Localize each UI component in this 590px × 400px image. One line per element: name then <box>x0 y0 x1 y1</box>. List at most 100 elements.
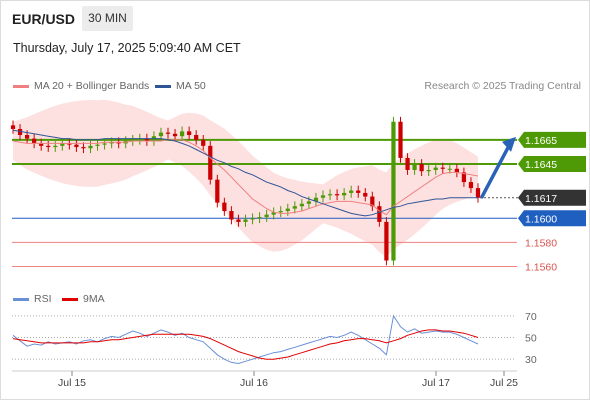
candle-body <box>236 219 241 222</box>
candle-body <box>158 132 164 137</box>
price-tag-text: 1.1617 <box>525 193 557 205</box>
candle-body <box>130 139 135 142</box>
price-tag-text: 1.1600 <box>525 213 557 225</box>
price-tag-1.1560: 1.1560 <box>525 262 557 274</box>
candle-body <box>187 131 192 135</box>
candle-body <box>440 167 445 169</box>
candle-body <box>88 145 93 149</box>
rsi-swatch <box>13 297 29 301</box>
price-tag-1.1600: 1.1600 <box>518 210 586 227</box>
candle-body <box>215 179 220 203</box>
candle-body <box>201 139 206 146</box>
price-tag-text: 1.1560 <box>525 262 557 274</box>
rsi-ma-line <box>12 329 479 360</box>
candle-body <box>405 157 410 170</box>
candle-body <box>179 131 185 137</box>
candle-body <box>271 212 276 215</box>
legend-ma50: MA 50 <box>155 80 206 92</box>
price-tag-text: 1.1645 <box>525 159 557 171</box>
price-tag-1.1580: 1.1580 <box>525 237 557 249</box>
ma50-swatch <box>155 84 171 88</box>
time-tick-label: Jul 15 <box>58 377 86 389</box>
legend-ma50-label: MA 50 <box>176 80 206 92</box>
credit-label: Research © 2025 Trading Central <box>424 80 581 92</box>
legend-rsi-label: RSI <box>34 293 52 305</box>
candle-body <box>165 132 171 134</box>
price-tag-1.1617: 1.1617 <box>518 189 586 206</box>
legend-rsi-ma-label: 9MA <box>83 293 105 305</box>
candle-body <box>24 135 30 139</box>
price-tag-text: 1.1665 <box>525 135 557 147</box>
candle-body <box>349 190 354 193</box>
candle-body <box>95 144 100 146</box>
time-tick-label: Jul 25 <box>490 377 518 389</box>
candle-body <box>363 192 368 197</box>
candle-body <box>306 201 312 204</box>
candle-body <box>32 138 37 144</box>
candle-body <box>81 147 86 149</box>
candle-body <box>257 217 262 219</box>
candle-body <box>334 194 340 196</box>
candle-body <box>419 163 424 172</box>
ma20-line <box>12 139 479 216</box>
candle-body <box>292 206 297 209</box>
price-tag-bg <box>518 155 586 172</box>
candle-body <box>433 167 438 170</box>
candle-body <box>313 197 319 202</box>
candle-body <box>264 214 269 218</box>
candle-body <box>17 128 23 135</box>
candle-body <box>299 203 304 207</box>
interval-button[interactable]: 30 MIN <box>82 6 133 31</box>
rsi-line <box>12 314 479 365</box>
candle-body <box>172 133 178 137</box>
candle-body <box>74 144 79 148</box>
candle-body <box>327 194 333 196</box>
price-tag-bg <box>518 131 586 148</box>
rsi-ma-swatch <box>62 297 78 301</box>
candle-body <box>398 121 403 158</box>
candle-body <box>46 145 51 148</box>
candle-body <box>67 143 72 145</box>
legend-ma20: MA 20 + Bollinger Bands <box>13 80 149 92</box>
price-tag-bg <box>518 210 586 227</box>
candle-body <box>102 143 107 145</box>
candle-body <box>222 202 227 212</box>
bollinger-band <box>13 99 478 258</box>
time-tick-label: Jul 16 <box>240 377 268 389</box>
candle-body <box>377 206 382 222</box>
forecast-arrow-head <box>502 136 516 152</box>
candle-body <box>391 121 396 261</box>
candle-body <box>278 211 283 213</box>
candle-body <box>144 138 149 142</box>
candle-body <box>194 135 199 140</box>
candle-body <box>208 145 213 180</box>
candle-body <box>461 172 467 183</box>
candle-body <box>426 170 431 172</box>
time-tick-label: Jul 17 <box>422 377 450 389</box>
symbol-title: EUR/USD <box>12 11 76 27</box>
candle-body <box>10 125 16 129</box>
price-tag-1.1665: 1.1665 <box>518 131 586 148</box>
candle-body <box>116 142 121 144</box>
candle-body <box>342 192 347 196</box>
candle-body <box>250 218 255 220</box>
candle-body <box>447 168 452 170</box>
ma50-line <box>12 129 478 217</box>
candle-body <box>39 143 44 146</box>
candle-body <box>229 211 234 220</box>
candle-body <box>285 208 290 212</box>
candle-body <box>137 138 142 140</box>
legend-rsi: RSI <box>13 293 52 305</box>
candle-body <box>384 221 389 261</box>
rsi-tick-label: 30 <box>525 354 537 366</box>
candle-body <box>320 195 326 198</box>
candle-body <box>370 196 375 207</box>
candle-body <box>454 168 459 173</box>
candle-body <box>475 188 481 198</box>
price-tag-1.1645: 1.1645 <box>518 155 586 172</box>
candle-body <box>412 163 417 170</box>
candle-body <box>60 143 65 146</box>
ma20-swatch <box>13 84 29 88</box>
rsi-tick-label: 70 <box>525 311 537 323</box>
candle-body <box>53 145 58 148</box>
